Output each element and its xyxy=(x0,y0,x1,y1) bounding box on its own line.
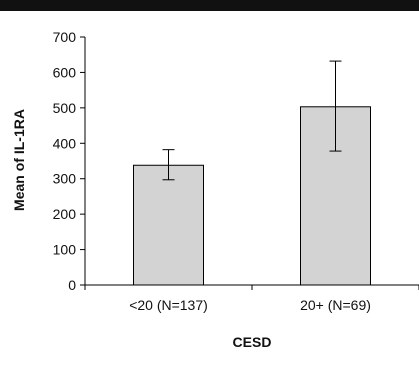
x-category-label: <20 (N=137) xyxy=(129,297,208,313)
y-tick-label: 100 xyxy=(53,242,77,258)
y-tick-label: 500 xyxy=(53,100,77,116)
bar xyxy=(133,164,204,286)
x-category-label: 20+ (N=69) xyxy=(300,297,371,313)
y-axis: 0 100 200 300 400 500 600 700 xyxy=(53,29,86,293)
y-tick-label: 200 xyxy=(53,206,77,222)
y-tick-label: 700 xyxy=(53,29,77,45)
y-tick-label: 300 xyxy=(53,171,77,187)
y-tick-label: 0 xyxy=(68,277,76,293)
x-axis: <20 (N=137) 20+ (N=69) xyxy=(84,284,419,313)
top-border-bar xyxy=(0,0,419,11)
y-tick-label: 400 xyxy=(53,135,77,151)
x-axis-title: CESD xyxy=(233,334,272,350)
y-axis-title: Mean of IL-1RA xyxy=(11,109,27,211)
bars xyxy=(133,106,371,286)
y-tick-label: 600 xyxy=(53,64,77,80)
error-bars xyxy=(162,60,342,181)
